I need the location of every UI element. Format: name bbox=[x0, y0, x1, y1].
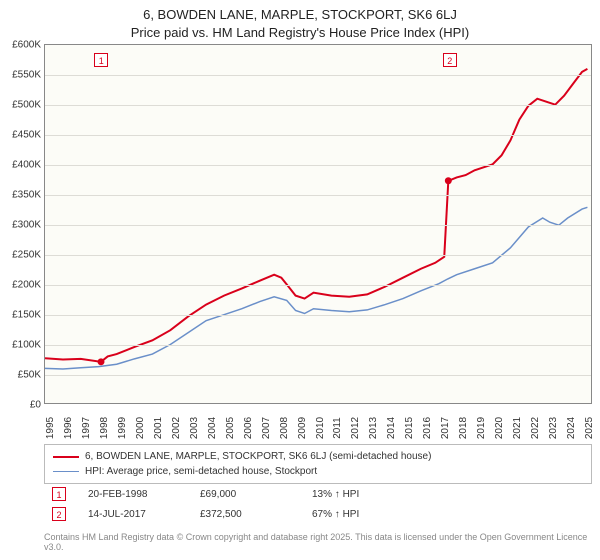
plot-area: £0£50K£100K£150K£200K£250K£300K£350K£400… bbox=[44, 44, 592, 404]
x-tick-label: 2011 bbox=[332, 417, 343, 439]
y-tick-label: £400K bbox=[1, 160, 41, 171]
x-tick-label: 2020 bbox=[494, 417, 505, 439]
x-tick-label: 2004 bbox=[207, 417, 218, 439]
y-tick-label: £0 bbox=[1, 400, 41, 411]
y-gridline bbox=[45, 285, 591, 286]
y-gridline bbox=[45, 75, 591, 76]
x-tick-label: 1997 bbox=[81, 417, 92, 439]
sale-row: 1 20-FEB-1998 £69,000 13% ↑ HPI bbox=[44, 484, 592, 504]
y-gridline bbox=[45, 345, 591, 346]
x-tick-label: 2017 bbox=[440, 417, 451, 439]
legend-label: 6, BOWDEN LANE, MARPLE, STOCKPORT, SK6 6… bbox=[85, 449, 431, 464]
sale-marker-box: 1 bbox=[94, 53, 108, 67]
y-gridline bbox=[45, 255, 591, 256]
x-tick-label: 1998 bbox=[99, 417, 110, 439]
y-tick-label: £200K bbox=[1, 280, 41, 291]
x-tick-label: 2005 bbox=[225, 417, 236, 439]
x-tick-label: 2007 bbox=[261, 417, 272, 439]
sale-row: 2 14-JUL-2017 £372,500 67% ↑ HPI bbox=[44, 504, 592, 524]
x-tick-label: 2025 bbox=[584, 417, 595, 439]
sale-dot bbox=[98, 358, 105, 365]
legend-swatch bbox=[53, 456, 79, 458]
x-tick-label: 2022 bbox=[530, 417, 541, 439]
sale-price: £372,500 bbox=[200, 509, 290, 520]
x-tick-label: 2015 bbox=[404, 417, 415, 439]
x-tick-label: 2012 bbox=[350, 417, 361, 439]
legend-row: 6, BOWDEN LANE, MARPLE, STOCKPORT, SK6 6… bbox=[53, 449, 583, 464]
legend-swatch bbox=[53, 471, 79, 472]
sale-marker-icon: 1 bbox=[52, 487, 66, 501]
sale-vs-hpi: 13% ↑ HPI bbox=[312, 489, 402, 500]
sales-table: 1 20-FEB-1998 £69,000 13% ↑ HPI 2 14-JUL-2017… bbox=[44, 484, 592, 524]
y-tick-label: £500K bbox=[1, 100, 41, 111]
x-tick-label: 2009 bbox=[297, 417, 308, 439]
x-tick-label: 2003 bbox=[189, 417, 200, 439]
y-tick-label: £550K bbox=[1, 70, 41, 81]
x-tick-label: 2002 bbox=[171, 417, 182, 439]
y-gridline bbox=[45, 195, 591, 196]
x-tick-label: 2000 bbox=[135, 417, 146, 439]
chart-container: { "title": { "line1": "6, BOWDEN LANE, M… bbox=[0, 0, 600, 560]
x-tick-label: 1999 bbox=[117, 417, 128, 439]
x-tick-label: 2014 bbox=[386, 417, 397, 439]
sale-date: 14-JUL-2017 bbox=[88, 509, 178, 520]
x-tick-label: 2010 bbox=[315, 417, 326, 439]
legend-label: HPI: Average price, semi-detached house,… bbox=[85, 464, 317, 479]
y-tick-label: £50K bbox=[1, 370, 41, 381]
sale-marker-icon: 2 bbox=[52, 507, 66, 521]
x-tick-label: 2008 bbox=[279, 417, 290, 439]
sale-date: 20-FEB-1998 bbox=[88, 489, 178, 500]
legend-row: HPI: Average price, semi-detached house,… bbox=[53, 464, 583, 479]
y-gridline bbox=[45, 165, 591, 166]
y-gridline bbox=[45, 315, 591, 316]
plot-svg bbox=[45, 45, 591, 403]
legend-and-sales: 6, BOWDEN LANE, MARPLE, STOCKPORT, SK6 6… bbox=[44, 444, 592, 524]
y-tick-label: £250K bbox=[1, 250, 41, 261]
x-tick-label: 2001 bbox=[153, 417, 164, 439]
x-tick-label: 2021 bbox=[512, 417, 523, 439]
credit-text: Contains HM Land Registry data © Crown c… bbox=[44, 532, 600, 552]
x-tick-label: 2006 bbox=[243, 417, 254, 439]
y-tick-label: £450K bbox=[1, 130, 41, 141]
x-tick-label: 2013 bbox=[368, 417, 379, 439]
x-tick-label: 2016 bbox=[422, 417, 433, 439]
y-gridline bbox=[45, 225, 591, 226]
x-tick-label: 2019 bbox=[476, 417, 487, 439]
sale-marker-box: 2 bbox=[443, 53, 457, 67]
x-tick-label: 1996 bbox=[63, 417, 74, 439]
x-tick-label: 2018 bbox=[458, 417, 469, 439]
y-gridline bbox=[45, 105, 591, 106]
y-tick-label: £100K bbox=[1, 340, 41, 351]
x-tick-label: 1995 bbox=[45, 417, 56, 439]
y-tick-label: £300K bbox=[1, 220, 41, 231]
x-tick-label: 2023 bbox=[548, 417, 559, 439]
y-tick-label: £600K bbox=[1, 40, 41, 51]
sale-vs-hpi: 67% ↑ HPI bbox=[312, 509, 402, 520]
y-tick-label: £150K bbox=[1, 310, 41, 321]
y-gridline bbox=[45, 135, 591, 136]
title-line-2: Price paid vs. HM Land Registry's House … bbox=[0, 24, 600, 42]
chart-title: 6, BOWDEN LANE, MARPLE, STOCKPORT, SK6 6… bbox=[0, 0, 600, 43]
legend-box: 6, BOWDEN LANE, MARPLE, STOCKPORT, SK6 6… bbox=[44, 444, 592, 484]
y-gridline bbox=[45, 375, 591, 376]
y-tick-label: £350K bbox=[1, 190, 41, 201]
series-price_paid bbox=[45, 69, 587, 362]
sale-dot bbox=[445, 177, 452, 184]
x-tick-label: 2024 bbox=[566, 417, 577, 439]
sale-price: £69,000 bbox=[200, 489, 290, 500]
title-line-1: 6, BOWDEN LANE, MARPLE, STOCKPORT, SK6 6… bbox=[0, 6, 600, 24]
